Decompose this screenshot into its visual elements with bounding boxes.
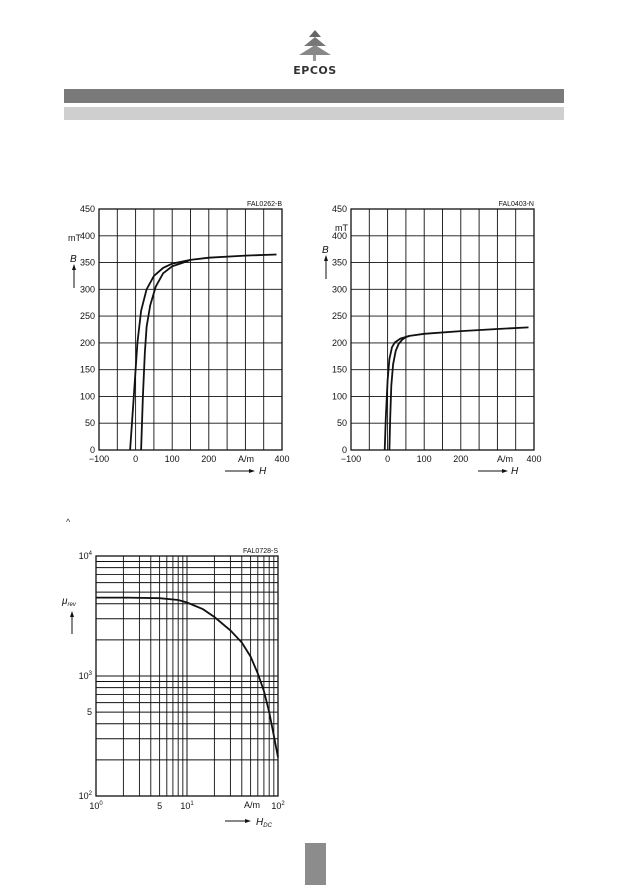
x-tick-label: 101	[180, 801, 194, 811]
hysteresis-curve	[129, 253, 277, 451]
y-arrowhead-icon	[324, 255, 328, 261]
permeability-curve	[96, 596, 279, 758]
hysteresis-curve	[140, 259, 191, 451]
y-tick-label: 300	[332, 284, 347, 294]
y-arrowhead-icon	[72, 264, 76, 270]
y-tick-label: 400	[80, 231, 95, 241]
figure-code: FAL0728-S	[243, 548, 278, 555]
x-tick-label: 400	[526, 454, 541, 464]
brand-name: EPCOS	[293, 64, 337, 77]
y-tick-label: 400	[332, 231, 347, 241]
y-tick-label: 103	[79, 671, 93, 681]
x-axis-label: HDC	[256, 817, 273, 829]
y-tick-label: 300	[80, 284, 95, 294]
y-tick-label: 150	[332, 365, 347, 375]
figure-code: FAL0262-B	[247, 201, 282, 208]
x-tick-label: 100	[89, 801, 103, 811]
y-tick-label: 5	[87, 707, 92, 717]
y-tick-label: 100	[80, 391, 95, 401]
x-arrowhead-icon	[245, 819, 251, 823]
x-tick-label: 400	[274, 454, 289, 464]
y-tick-label: 250	[332, 311, 347, 321]
x-tick-label: 5	[157, 801, 162, 811]
x-tick-label: 102	[271, 801, 285, 811]
x-arrowhead-icon	[249, 469, 255, 473]
x-arrowhead-icon	[502, 469, 508, 473]
x-tick-label: 0	[133, 454, 138, 464]
plot-frame	[350, 208, 535, 451]
y-tick-label: 200	[80, 338, 95, 348]
x-axis-label: H	[511, 466, 519, 477]
x-axis-label: H	[259, 466, 267, 477]
y-tick-label: 150	[80, 365, 95, 375]
y-unit-label: mT	[68, 233, 81, 243]
y-tick-label: 100	[332, 391, 347, 401]
y-axis-label: μrev	[61, 596, 77, 608]
page-number-tab	[305, 843, 326, 885]
x-tick-label: −100	[89, 454, 109, 464]
hysteresis-curve	[383, 326, 529, 451]
y-tick-label: 50	[337, 418, 347, 428]
y-tick-label: 350	[332, 258, 347, 268]
y-tick-label: 250	[80, 311, 95, 321]
y-unit-label: mT	[335, 223, 348, 233]
y-tick-label: 0	[90, 445, 95, 455]
header-band-dark	[64, 89, 564, 103]
caret-mark: ^	[66, 517, 71, 527]
y-tick-label: 102	[79, 791, 93, 801]
y-tick-label: 0	[342, 445, 347, 455]
y-tick-label: 200	[332, 338, 347, 348]
y-axis-label: B	[322, 245, 329, 256]
y-axis-label: B	[70, 254, 77, 265]
y-arrowhead-icon	[70, 611, 74, 617]
plot-frame	[95, 555, 279, 797]
y-tick-label: 104	[79, 551, 93, 561]
hysteresis-curve	[388, 335, 410, 451]
x-tick-label: 200	[201, 454, 216, 464]
y-tick-label: 450	[332, 204, 347, 214]
x-unit-label: A/m	[238, 454, 254, 464]
x-unit-label: A/m	[497, 454, 513, 464]
x-tick-label: 100	[417, 454, 432, 464]
x-unit-label: A/m	[244, 800, 260, 810]
x-tick-label: 200	[453, 454, 468, 464]
figure-code: FAL0403-N	[499, 201, 534, 208]
epcos-logo-icon	[299, 30, 331, 61]
x-tick-label: 0	[385, 454, 390, 464]
y-tick-label: 450	[80, 204, 95, 214]
header-band-light	[64, 107, 564, 120]
x-tick-label: −100	[341, 454, 361, 464]
plot-frame	[98, 208, 283, 451]
y-tick-label: 350	[80, 258, 95, 268]
x-tick-label: 100	[165, 454, 180, 464]
y-tick-label: 50	[85, 418, 95, 428]
